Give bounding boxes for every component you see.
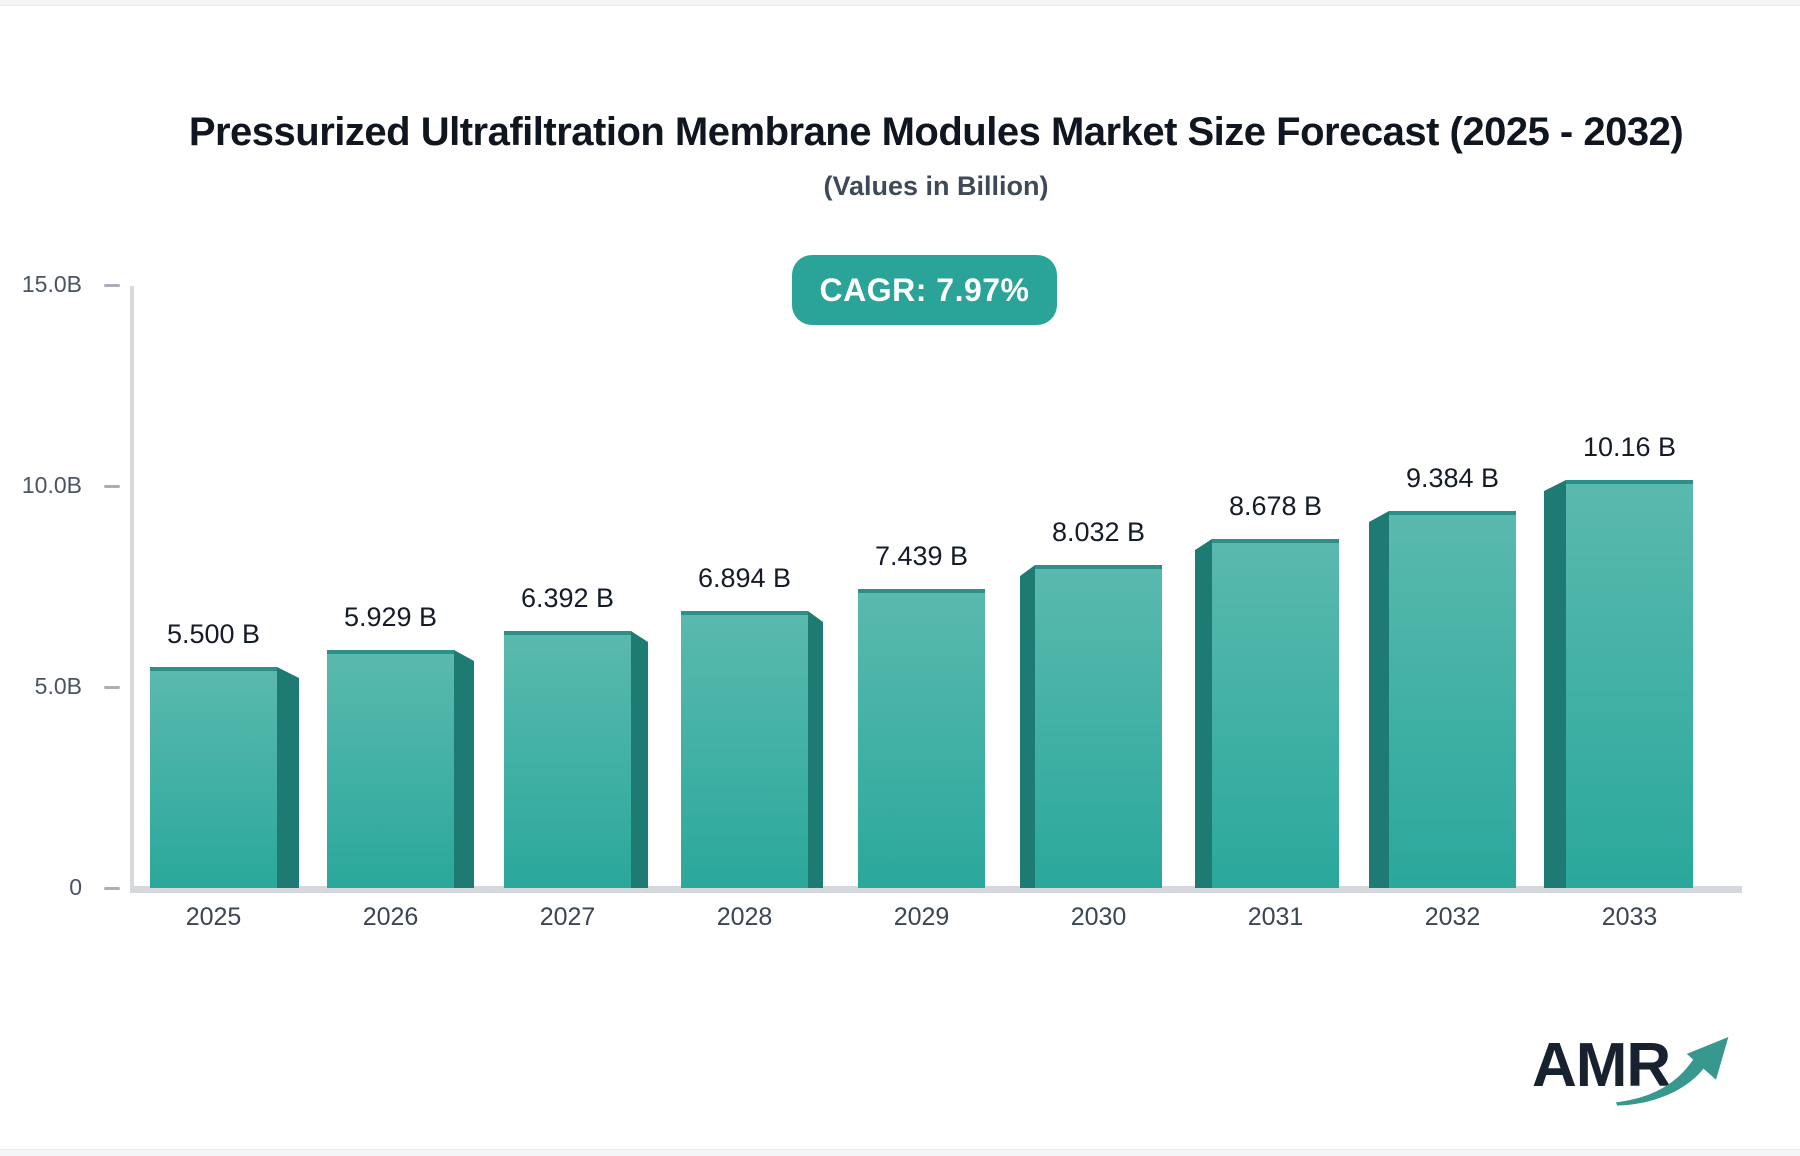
- x-axis-label: 2027: [539, 903, 596, 931]
- bar: [1212, 539, 1339, 888]
- bar-side-face: [631, 631, 648, 888]
- bar-value-label: 9.384 B: [1405, 463, 1500, 493]
- y-axis-tick-label: 5.0B: [34, 673, 82, 699]
- chart-title: Pressurized Ultrafiltration Membrane Mod…: [188, 110, 1684, 154]
- y-axis-tick-label: 0: [69, 874, 82, 900]
- bar-side-face: [808, 611, 823, 888]
- y-axis-tick-label: 10.0B: [21, 472, 82, 498]
- x-axis-label: 2032: [1424, 903, 1481, 931]
- cagr-badge-label: CAGR: 7.97%: [819, 271, 1030, 308]
- amr-logo-text: AMR: [1532, 1031, 1671, 1100]
- bar-value-label: 5.929 B: [343, 602, 438, 632]
- bar-side-face: [1020, 565, 1035, 888]
- bar-value-label: 6.894 B: [697, 563, 792, 593]
- y-axis-tick-mark: [104, 887, 120, 890]
- bar: [504, 631, 631, 888]
- x-axis-label: 2029: [893, 903, 950, 931]
- x-axis-line: [130, 886, 1742, 893]
- y-axis-tick-mark: [104, 485, 120, 488]
- bar-side-face: [277, 667, 299, 888]
- bar-side-face: [1195, 539, 1212, 888]
- bar-side-face: [1369, 511, 1389, 888]
- bar: [1389, 511, 1516, 888]
- bar-value-label: 5.500 B: [166, 619, 261, 649]
- bar: [327, 650, 454, 888]
- bottom-edge-strip: [0, 1149, 1800, 1156]
- bar-side-face: [454, 650, 474, 888]
- x-axis-label: 2031: [1247, 903, 1304, 931]
- bar: [858, 589, 985, 888]
- x-axis-label: 2028: [716, 903, 773, 931]
- y-axis-tick-label: 15.0B: [21, 271, 82, 297]
- bar-value-label: 7.439 B: [874, 541, 969, 571]
- bar: [1035, 565, 1162, 888]
- y-axis-line: [130, 286, 134, 892]
- bar: [150, 667, 277, 888]
- amr-logo: AMR: [1520, 1026, 1740, 1110]
- bar: [1566, 480, 1693, 888]
- top-edge-strip: [0, 0, 1800, 6]
- y-axis-tick-mark: [104, 686, 120, 689]
- growth-arrow-icon: [1616, 1037, 1729, 1106]
- bar-value-label: 8.678 B: [1228, 491, 1323, 521]
- bar-side-face: [1544, 480, 1566, 888]
- cagr-badge: CAGR: 7.97%: [792, 255, 1057, 325]
- x-axis-label: 2033: [1601, 903, 1658, 931]
- bar-value-label: 8.032 B: [1051, 517, 1146, 547]
- x-axis-label: 2026: [362, 903, 419, 931]
- y-axis-tick-mark: [104, 284, 120, 287]
- x-axis-label: 2030: [1070, 903, 1127, 931]
- bar-value-label: 10.16 B: [1582, 432, 1677, 462]
- bar-value-label: 6.392 B: [520, 583, 615, 613]
- chart-subtitle: (Values in Billion): [823, 171, 1049, 201]
- x-axis-label: 2025: [185, 903, 242, 931]
- bar: [681, 611, 808, 888]
